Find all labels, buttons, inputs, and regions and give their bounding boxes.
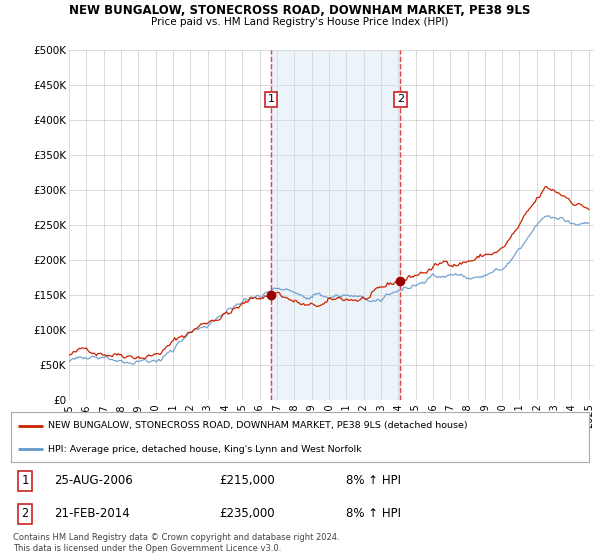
Bar [271, 50, 400, 400]
Text: £215,000: £215,000 [219, 474, 275, 487]
Text: 2: 2 [397, 95, 404, 104]
Text: 25-AUG-2006: 25-AUG-2006 [54, 474, 133, 487]
Text: 8% ↑ HPI: 8% ↑ HPI [346, 507, 401, 520]
Text: 8% ↑ HPI: 8% ↑ HPI [346, 474, 401, 487]
Text: HPI: Average price, detached house, King's Lynn and West Norfolk: HPI: Average price, detached house, King… [49, 445, 362, 454]
Text: NEW BUNGALOW, STONECROSS ROAD, DOWNHAM MARKET, PE38 9LS (detached house): NEW BUNGALOW, STONECROSS ROAD, DOWNHAM M… [49, 421, 468, 430]
Text: 21-FEB-2014: 21-FEB-2014 [54, 507, 130, 520]
Text: 2: 2 [21, 507, 28, 520]
Text: 1: 1 [21, 474, 28, 487]
Text: Contains HM Land Registry data © Crown copyright and database right 2024.
This d: Contains HM Land Registry data © Crown c… [13, 533, 340, 553]
Text: £235,000: £235,000 [219, 507, 275, 520]
Text: NEW BUNGALOW, STONECROSS ROAD, DOWNHAM MARKET, PE38 9LS: NEW BUNGALOW, STONECROSS ROAD, DOWNHAM M… [70, 4, 530, 17]
Text: 1: 1 [268, 95, 274, 104]
Text: Price paid vs. HM Land Registry's House Price Index (HPI): Price paid vs. HM Land Registry's House … [151, 17, 449, 27]
